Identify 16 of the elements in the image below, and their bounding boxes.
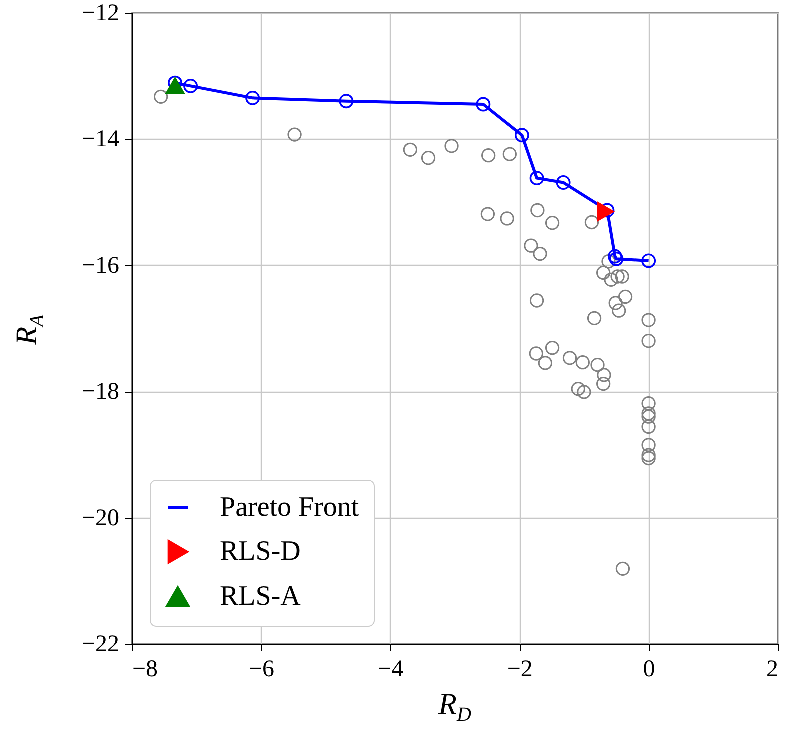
y-tick-label: −22 [82,632,120,658]
x-tick-label: −4 [378,656,404,682]
x-tick-label: 0 [643,656,656,682]
x-tick-label: −6 [248,656,274,682]
y-tick-label: −16 [82,252,120,279]
y-tick-label: −20 [82,505,120,532]
legend-label: RLS-A [220,581,302,612]
y-tick-label: −12 [82,0,120,26]
y-tick-label: −14 [82,126,120,153]
legend-label: RLS-D [220,536,301,567]
x-tick-label: 2 [766,656,778,682]
x-tick-label: −2 [507,656,533,682]
y-tick-label: −18 [82,379,120,406]
x-axis-title: R$_{D}$ [438,688,472,727]
legend-label: Pareto Front [220,492,360,523]
x-tick-label: −8 [132,656,158,682]
